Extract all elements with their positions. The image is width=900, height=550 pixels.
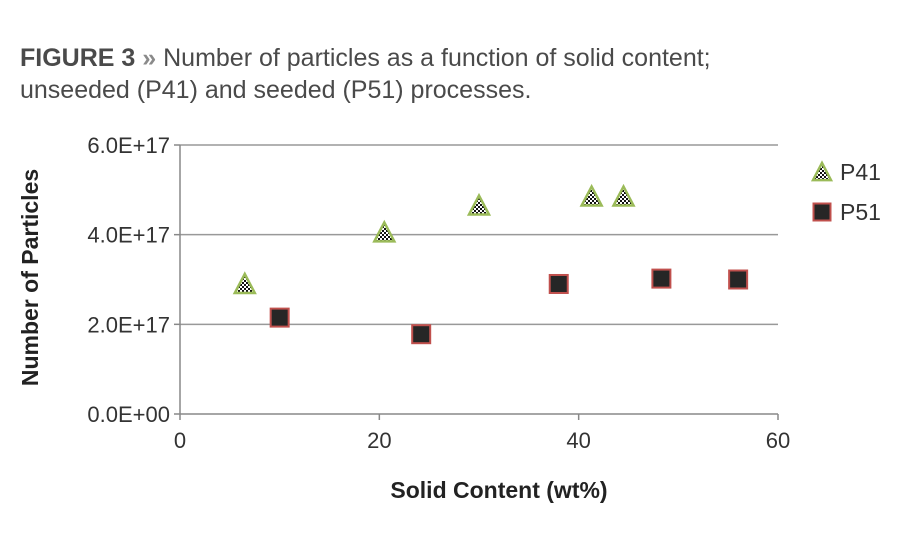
x-tick-label: 60 <box>766 428 790 453</box>
gridlines <box>180 144 778 326</box>
caption-line-2: unseeded (P41) and seeded (P51) processe… <box>20 76 532 104</box>
y-tick-label: 4.0E+17 <box>87 223 170 248</box>
p41-point <box>611 183 636 207</box>
y-tick-label: 0.0E+00 <box>87 402 170 427</box>
y-axis-title: Number of Particles <box>17 169 43 386</box>
y-tick-label: 6.0E+17 <box>87 133 170 158</box>
x-tick-label: 40 <box>566 428 590 453</box>
legend: P41 P51 <box>810 159 881 225</box>
p41-point <box>466 192 492 216</box>
legend-p41-marker <box>810 160 834 182</box>
x-axis-title: Solid Content (wt%) <box>390 477 607 503</box>
p41-point <box>232 271 257 295</box>
legend-label: P41 <box>840 159 881 185</box>
axes <box>174 144 779 420</box>
p51-point <box>411 324 432 345</box>
x-tick-label: 0 <box>174 428 186 453</box>
figure-caption: FIGURE 3 » Number of particles as a func… <box>20 42 880 106</box>
legend-label: P51 <box>840 199 881 225</box>
p51-point <box>548 273 569 294</box>
x-tick-label: 20 <box>367 428 391 453</box>
p51-point <box>651 268 672 289</box>
p51-point <box>269 307 290 328</box>
p41-point <box>372 219 397 243</box>
figure-label: FIGURE 3 <box>20 44 136 72</box>
p51-point <box>728 269 749 290</box>
legend-p51-marker <box>812 202 832 222</box>
caption-separator: » <box>142 44 157 72</box>
p41-point <box>579 183 604 207</box>
data-points <box>232 183 749 345</box>
tick-labels: 0.0E+00 2.0E+17 4.0E+17 6.0E+17 0 20 40 60 <box>87 133 790 453</box>
y-tick-label: 2.0E+17 <box>87 312 170 337</box>
caption-line-1: Number of particles as a function of sol… <box>163 44 711 72</box>
